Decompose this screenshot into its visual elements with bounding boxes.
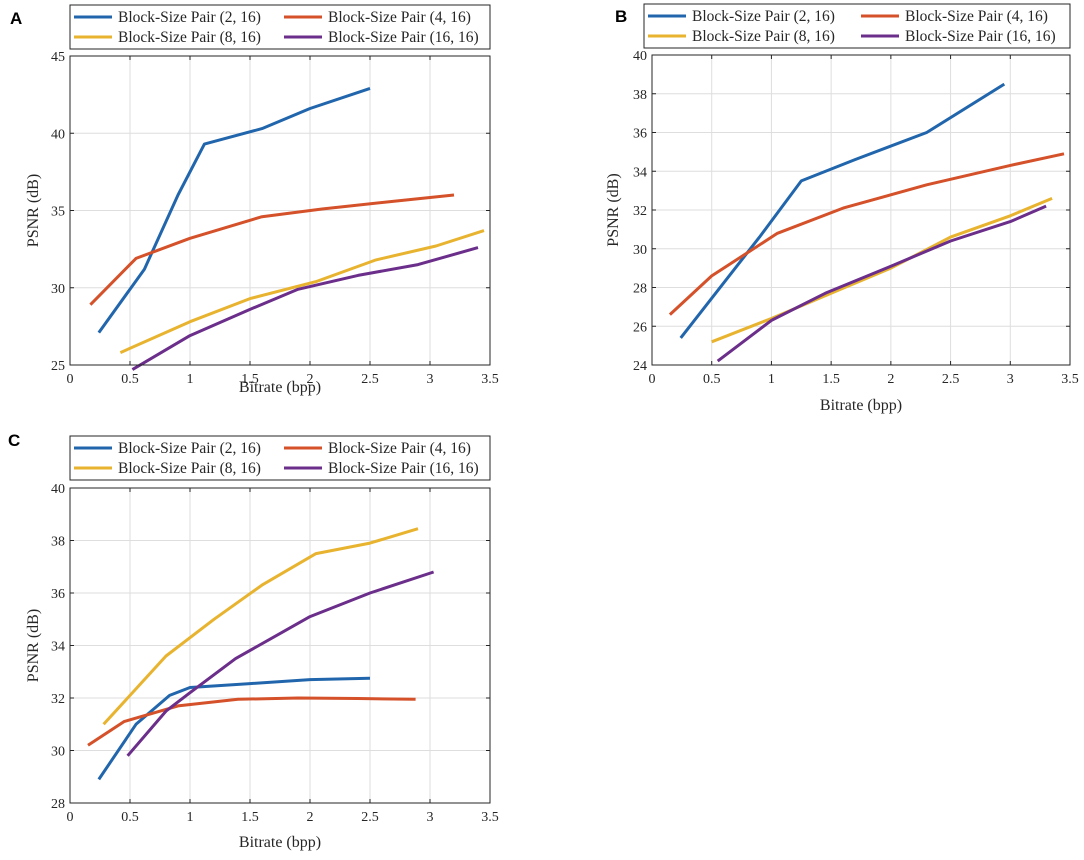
- legend-entry-4: Block-Size Pair (16, 16): [328, 29, 479, 46]
- legend-box: [643, 3, 1071, 49]
- series-line-2: [668, 152, 1065, 316]
- y-tick-label: 25: [51, 359, 65, 374]
- x-tick-label: 0.5: [121, 372, 139, 387]
- legend-entry-1: Block-Size Pair (2, 16): [118, 9, 261, 26]
- y-tick-label: 35: [51, 205, 65, 220]
- x-tick-label: 1.5: [241, 810, 259, 825]
- series-line-4: [131, 246, 479, 371]
- y-tick-label: 26: [633, 320, 647, 335]
- legend-entry-2: Block-Size Pair (4, 16): [328, 9, 471, 26]
- y-tick-label: 24: [633, 359, 647, 374]
- legend-entry-3: Block-Size Pair (8, 16): [118, 29, 261, 46]
- y-tick-label: 36: [51, 587, 65, 602]
- y-tick-label: 30: [633, 243, 647, 258]
- x-tick-label: 3.5: [481, 372, 499, 387]
- y-tick-label: 32: [51, 692, 65, 707]
- legend-entry-4: Block-Size Pair (16, 16): [328, 460, 479, 477]
- panel-letter: C: [8, 431, 20, 450]
- legend-entry-4: Block-Size Pair (16, 16): [905, 28, 1056, 45]
- y-tick-label: 28: [633, 282, 647, 297]
- x-axis-label: Bitrate (bpp): [239, 379, 321, 396]
- x-tick-label: 0: [649, 372, 656, 387]
- x-tick-label: 1: [187, 372, 194, 387]
- x-tick-label: 2: [307, 810, 314, 825]
- x-tick-label: 2.5: [361, 810, 379, 825]
- x-tick-label: 3: [427, 372, 434, 387]
- y-tick-label: 40: [51, 482, 65, 497]
- x-tick-label: 0: [67, 810, 74, 825]
- series-line-4: [126, 570, 435, 757]
- series-line-2: [87, 696, 416, 747]
- y-tick-label: 32: [633, 204, 647, 219]
- series-line-2: [89, 193, 455, 306]
- legend-box: [69, 435, 491, 481]
- x-tick-label: 3: [427, 810, 434, 825]
- legend: Block-Size Pair (2, 16) Block-Size Pair (…: [69, 435, 491, 481]
- x-tick-label: 3: [1007, 372, 1014, 387]
- x-tick-label: 2.5: [942, 372, 960, 387]
- y-tick-label: 30: [51, 745, 65, 760]
- y-axis-label: PSNR (dB): [25, 174, 42, 247]
- series-line-1: [97, 86, 371, 334]
- x-tick-label: 3.5: [481, 810, 499, 825]
- legend: Block-Size Pair (2, 16) Block-Size Pair (…: [69, 4, 491, 50]
- legend-entry-3: Block-Size Pair (8, 16): [692, 28, 835, 45]
- series-line-3: [711, 197, 1053, 344]
- y-axis-label: PSNR (dB): [25, 609, 42, 682]
- x-tick-label: 1.5: [241, 372, 259, 387]
- y-tick-label: 30: [51, 282, 65, 297]
- x-tick-label: 1.5: [822, 372, 840, 387]
- y-tick-label: 45: [51, 50, 65, 65]
- x-tick-label: 0: [67, 372, 74, 387]
- x-tick-label: 2.5: [361, 372, 379, 387]
- legend-entry-2: Block-Size Pair (4, 16): [328, 440, 471, 457]
- legend-entry-1: Block-Size Pair (2, 16): [692, 8, 835, 25]
- x-tick-label: 1: [768, 372, 775, 387]
- x-tick-label: 2: [887, 372, 894, 387]
- series-line-3: [119, 229, 485, 354]
- x-tick-label: 1: [187, 810, 194, 825]
- y-tick-label: 34: [633, 165, 647, 180]
- x-tick-label: 3.5: [1061, 372, 1079, 387]
- x-axis-label: Bitrate (bpp): [820, 397, 902, 414]
- y-tick-label: 36: [633, 127, 647, 142]
- panel-letter: A: [10, 9, 22, 28]
- legend-entry-1: Block-Size Pair (2, 16): [118, 440, 261, 457]
- y-tick-label: 40: [51, 127, 65, 142]
- x-tick-label: 0.5: [121, 810, 139, 825]
- y-tick-label: 38: [633, 88, 647, 103]
- legend-entry-3: Block-Size Pair (8, 16): [118, 460, 261, 477]
- chart-panel-c: C 0 0.5 1 1.5 2 2.5 3 3.5 28 30 32 34 36 38 40 Bitrate (…: [8, 431, 499, 851]
- series-line-3: [102, 527, 419, 726]
- chart-panel-a: A 0 0.5 1 1.5 2 2.5 3 3.5 25 30 35 40 45 Bitrate (bpp)…: [10, 4, 499, 396]
- panel-letter: B: [615, 7, 627, 26]
- x-tick-label: 0.5: [703, 372, 721, 387]
- y-tick-label: 38: [51, 535, 65, 550]
- y-tick-label: 40: [633, 49, 647, 64]
- y-axis-label: PSNR (dB): [605, 173, 622, 246]
- legend-box: [69, 4, 491, 50]
- x-axis-label: Bitrate (bpp): [239, 834, 321, 851]
- series-line-4: [716, 204, 1047, 363]
- legend: Block-Size Pair (2, 16) Block-Size Pair (…: [643, 3, 1071, 49]
- legend-entry-2: Block-Size Pair (4, 16): [905, 8, 1048, 25]
- x-tick-label: 2: [307, 372, 314, 387]
- chart-panel-b: B 0 0.5 1 1.5 2 2.5 3 3.5 24 26 28 30 32 34 36 38 40 Bitra…: [605, 3, 1079, 414]
- y-tick-label: 34: [51, 640, 65, 655]
- series-line-1: [97, 676, 371, 781]
- y-tick-label: 28: [51, 797, 65, 812]
